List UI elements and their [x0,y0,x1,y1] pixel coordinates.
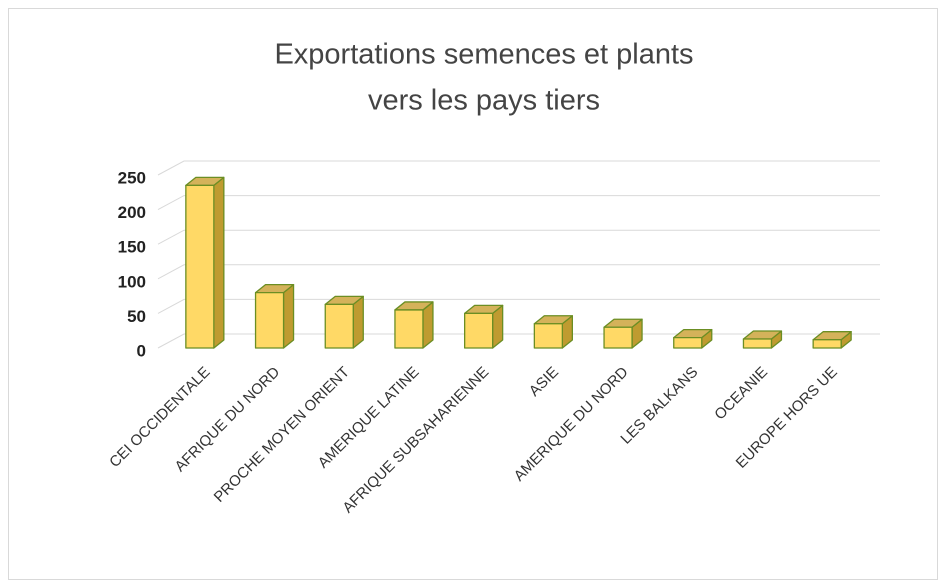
chart-title: Exportations semences et plants [274,39,693,71]
y-tick-label: 0 [137,341,146,360]
bar [185,176,225,349]
bar [603,318,643,349]
bar [673,328,713,349]
bar-side [213,176,225,349]
bar-front [812,339,842,349]
y-tick-label: 100 [118,272,146,291]
chart-border [8,8,938,580]
bar [394,301,434,349]
y-tick-label: 250 [118,168,146,187]
y-tick-label: 200 [118,203,146,222]
bar-front [394,309,424,349]
bar [533,315,573,349]
grid-line [157,160,880,176]
y-tick-label: 150 [118,238,146,257]
grid-line [157,229,880,245]
bar-front [533,323,563,349]
bar [254,283,295,349]
bar [742,330,783,349]
bar-front [463,312,494,349]
y-tick-label: 50 [127,307,146,326]
bar-side [352,295,364,349]
grid-line [157,333,880,349]
bar-front [673,336,703,349]
bar [463,304,504,349]
bar-front [185,184,215,349]
bar-front [324,303,354,349]
bar-front [254,291,285,349]
chart-title: vers les pays tiers [368,85,600,117]
grid-line [157,298,880,314]
grid-line [157,195,880,211]
bar-front [603,326,633,349]
bar [324,295,364,349]
bar [812,331,852,349]
grid-line [157,264,880,280]
bar-side [282,283,295,349]
bar-front [742,338,773,349]
